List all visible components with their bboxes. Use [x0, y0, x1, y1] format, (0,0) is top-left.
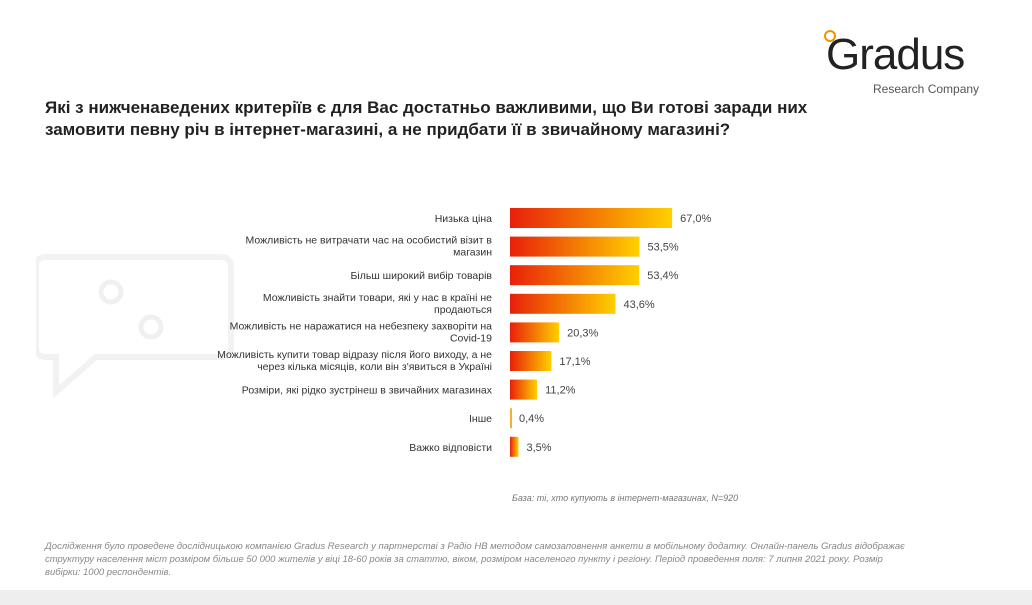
bottom-bar	[0, 590, 1032, 605]
data-label: 20,3%	[567, 327, 598, 339]
bar	[510, 351, 552, 371]
data-label: 0,4%	[519, 413, 544, 425]
bar	[510, 408, 512, 429]
gradus-logo: Gradus Research Company	[824, 30, 979, 96]
logo-dot-icon	[824, 30, 836, 42]
bar	[510, 208, 673, 228]
data-label: 43,6%	[624, 299, 655, 311]
category-label: Більш широкий вибір товарів	[351, 270, 493, 282]
category-label: Можливість купити товар відразу після йо…	[217, 349, 492, 373]
bar	[510, 265, 640, 286]
base-note: База: ті, хто купують в інтернет-магазин…	[512, 493, 739, 503]
logo-name: Gradus	[826, 30, 965, 79]
data-label: 53,4%	[647, 270, 678, 282]
category-label: Низька ціна	[435, 213, 492, 225]
percent-tag-icon	[36, 254, 234, 397]
category-label: Можливість знайти товари, які у нас в кр…	[263, 292, 492, 316]
category-label: Можливість не витрачати час на особистий…	[246, 235, 493, 259]
category-label: Важко відповісти	[409, 442, 492, 454]
logo-subtitle: Research Company	[873, 82, 980, 96]
category-label: Інше	[469, 413, 492, 425]
data-label: 11,2%	[545, 385, 576, 397]
category-label: Можливість не наражатися на небезпеку за…	[230, 320, 493, 344]
chart-title: Які з нижченаведених критеріїв є для Вас…	[45, 98, 808, 139]
data-label: 53,5%	[647, 242, 678, 254]
category-label: Розміри, які рідко зустрінеш в звичайних…	[242, 385, 493, 397]
bar	[510, 236, 640, 257]
footnote: Дослідження було проведене дослідницькою…	[45, 541, 905, 578]
data-label: 67,0%	[680, 213, 711, 225]
bar	[510, 293, 616, 314]
data-label: 3,5%	[526, 442, 551, 454]
bar	[510, 322, 560, 343]
data-label: 17,1%	[559, 356, 590, 368]
bar	[510, 379, 538, 400]
bar	[510, 436, 519, 457]
